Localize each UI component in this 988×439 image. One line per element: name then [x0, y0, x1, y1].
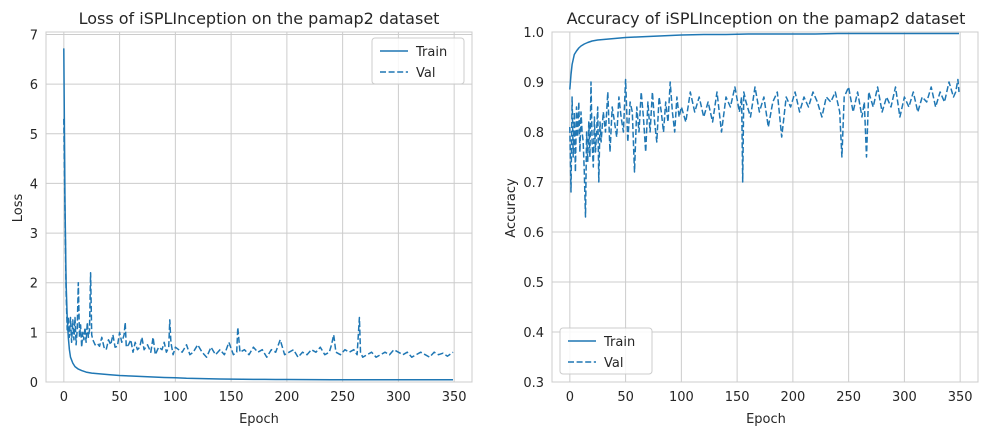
legend-entry-label: Train: [415, 45, 447, 60]
accuracy-chart: Accuracy of iSPLInception on the pamap2 …: [504, 9, 979, 427]
x-tick-label: 300: [386, 390, 411, 405]
x-axis-label: Epoch: [239, 412, 279, 427]
y-tick-label: 0.8: [523, 126, 544, 141]
x-axis-label: Epoch: [746, 412, 786, 427]
x-tick-label: 150: [219, 390, 244, 405]
plot-frame: [45, 31, 473, 383]
legend-box: [371, 37, 465, 85]
y-tick-label: 4: [30, 177, 38, 192]
chart-title: Loss of iSPLInception on the pamap2 data…: [79, 9, 440, 28]
y-tick-label: 0.3: [523, 376, 544, 391]
legend-box: [559, 327, 653, 375]
series-line-train: [569, 32, 959, 90]
x-tick-label: 150: [725, 390, 750, 405]
legend-entry-label: Train: [603, 335, 635, 350]
y-tick-label: 0.7: [523, 176, 544, 191]
y-tick-label: 1: [30, 326, 38, 341]
y-axis-label: Loss: [11, 194, 26, 223]
x-tick-label: 0: [566, 390, 574, 405]
x-tick-label: 350: [948, 390, 973, 405]
legend: Train Val: [559, 327, 653, 375]
x-tick-label: 250: [836, 390, 861, 405]
y-tick-label: 1.0: [523, 26, 544, 41]
x-tick-label: 200: [274, 390, 299, 405]
y-tick-label: 0.4: [523, 326, 544, 341]
y-tick-label: 0: [30, 376, 38, 391]
x-tick-label: 0: [60, 390, 68, 405]
plot-frame: [551, 31, 979, 383]
legend: Train Val: [371, 37, 465, 85]
series-line-train: [63, 48, 453, 381]
x-tick-label: 300: [892, 390, 917, 405]
x-tick-label: 250: [330, 390, 355, 405]
y-tick-label: 7: [30, 28, 38, 43]
x-tick-label: 100: [669, 390, 694, 405]
x-tick-label: 350: [442, 390, 467, 405]
y-tick-label: 0.6: [523, 226, 544, 241]
x-tick-label: 100: [163, 390, 188, 405]
x-tick-label: 200: [780, 390, 805, 405]
y-tick-label: 6: [30, 78, 38, 93]
y-tick-label: 5: [30, 128, 38, 143]
y-tick-label: 0.9: [523, 76, 544, 91]
y-axis-label: Accuracy: [504, 178, 519, 238]
legend-entry-label: Val: [416, 66, 435, 81]
y-tick-label: 3: [30, 227, 38, 242]
x-tick-label: 50: [617, 390, 634, 405]
series-line-val: [569, 78, 960, 218]
legend-entry-label: Val: [604, 356, 623, 371]
y-tick-label: 0.5: [523, 276, 544, 291]
x-tick-label: 50: [111, 390, 128, 405]
y-tick-label: 2: [30, 277, 38, 292]
loss-chart: Loss of iSPLInception on the pamap2 data…: [11, 9, 473, 427]
chart-title: Accuracy of iSPLInception on the pamap2 …: [567, 9, 966, 28]
series-line-val: [63, 118, 454, 358]
